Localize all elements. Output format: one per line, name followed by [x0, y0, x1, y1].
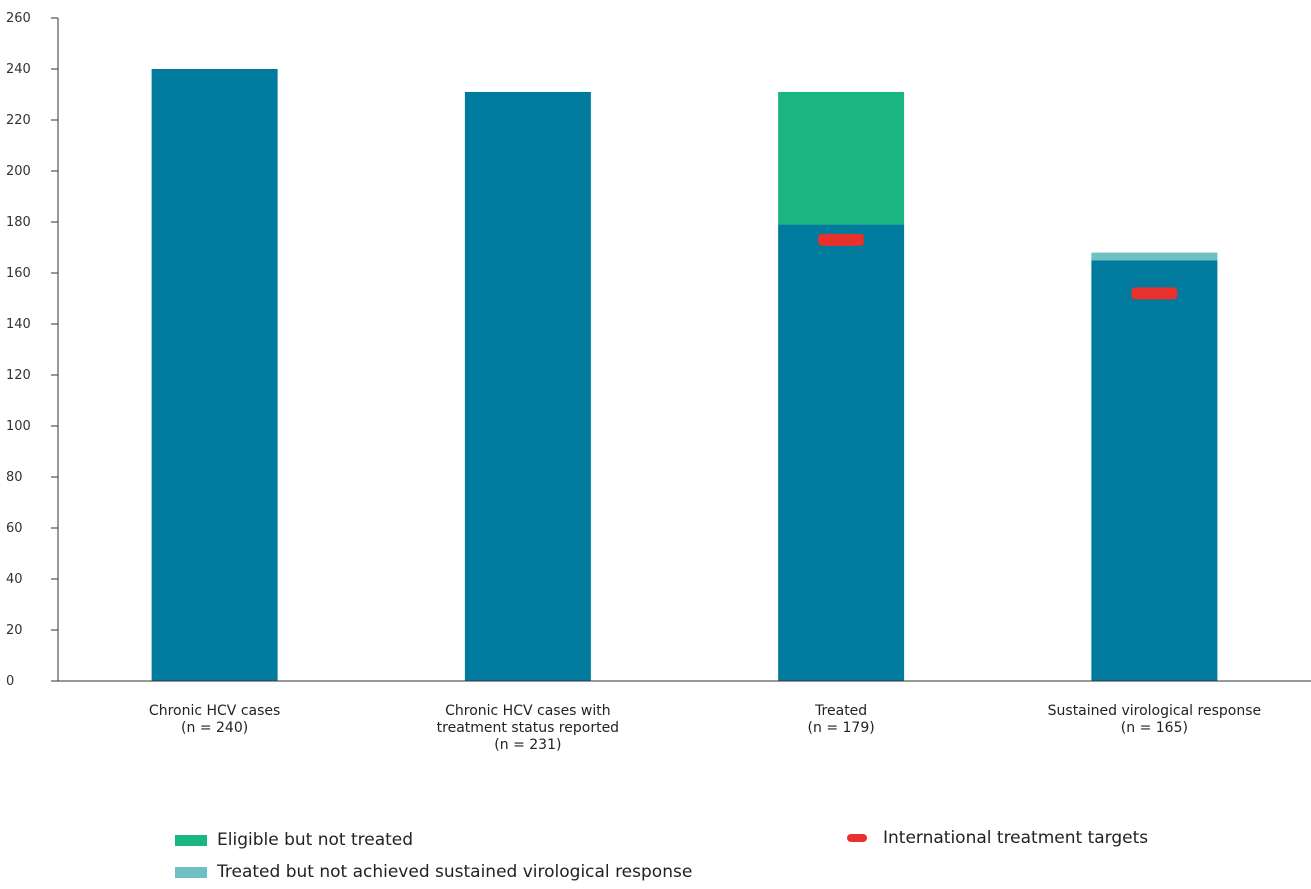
- legend-label-targets: International treatment targets: [883, 828, 1149, 848]
- bar-base-2: [778, 224, 905, 682]
- legend-label-not-svr: Treated but not achieved sustained virol…: [217, 862, 693, 882]
- y-tick-label-3: 60: [6, 521, 23, 536]
- legend-label-eligible: Eligible but not treated: [217, 830, 414, 850]
- legend-item-eligible: Eligible but not treated: [175, 830, 413, 850]
- legend-item-targets: International treatment targets: [847, 828, 1148, 848]
- y-tick-label-11: 220: [6, 113, 31, 128]
- legend-swatch-not-svr: [175, 866, 207, 878]
- target-marker-2: [818, 233, 865, 246]
- bar-eligible-2: [778, 91, 905, 225]
- x-tick-label-1-0: Chronic HCV cases with: [445, 703, 611, 719]
- y-tick-label-13: 260: [6, 11, 31, 26]
- y-tick-label-4: 80: [6, 470, 23, 485]
- y-tick-label-2: 40: [6, 572, 23, 587]
- y-tick-label-5: 100: [6, 419, 31, 434]
- legend: Eligible but not treated Treated but not…: [0, 790, 1311, 889]
- x-tick-label-3-0: Sustained virological response: [1048, 703, 1261, 719]
- x-tick-label-3-1: (n = 165): [1121, 720, 1188, 736]
- y-tick-label-7: 140: [6, 317, 31, 332]
- bars: [151, 69, 1218, 682]
- x-tick-label-0-0: Chronic HCV cases: [149, 703, 280, 719]
- x-tick-label-1-1: treatment status reported: [437, 720, 619, 736]
- x-tick-label-0-1: (n = 240): [181, 720, 248, 736]
- y-tick-label-6: 120: [6, 368, 31, 383]
- chart: 0 20 40 60 80 100 120 140 160 180 200 220 240 260 Chr…: [6, 11, 1311, 753]
- y-tick-label-12: 240: [6, 62, 31, 77]
- y-tick-label-9: 180: [6, 215, 31, 230]
- bar-base-0: [151, 69, 278, 681]
- y-tick-label-8: 160: [6, 266, 31, 281]
- x-tick-label-2-1: (n = 179): [808, 720, 875, 736]
- target-markers: [818, 233, 1178, 300]
- legend-swatch-targets: [847, 834, 867, 842]
- legend-item-not-svr: Treated but not achieved sustained virol…: [175, 862, 692, 882]
- y-tick-label-10: 200: [6, 164, 31, 179]
- target-marker-3: [1131, 287, 1178, 300]
- bar-base-3: [1091, 260, 1218, 681]
- legend-swatch-eligible: [175, 834, 207, 846]
- x-tick-label-1-2: (n = 231): [494, 737, 561, 753]
- x-tick-label-2-0: Treated: [814, 703, 867, 719]
- y-tick-label-1: 20: [6, 623, 23, 638]
- bar-base-1: [464, 91, 591, 681]
- x-axis: Chronic HCV cases(n = 240) Chronic HCV ca…: [58, 680, 1311, 753]
- y-axis: 0 20 40 60 80 100 120 140 160 180 200 220 240 260: [6, 11, 59, 689]
- y-tick-label-0: 0: [6, 674, 14, 689]
- bar-not_svr-3: [1091, 252, 1218, 261]
